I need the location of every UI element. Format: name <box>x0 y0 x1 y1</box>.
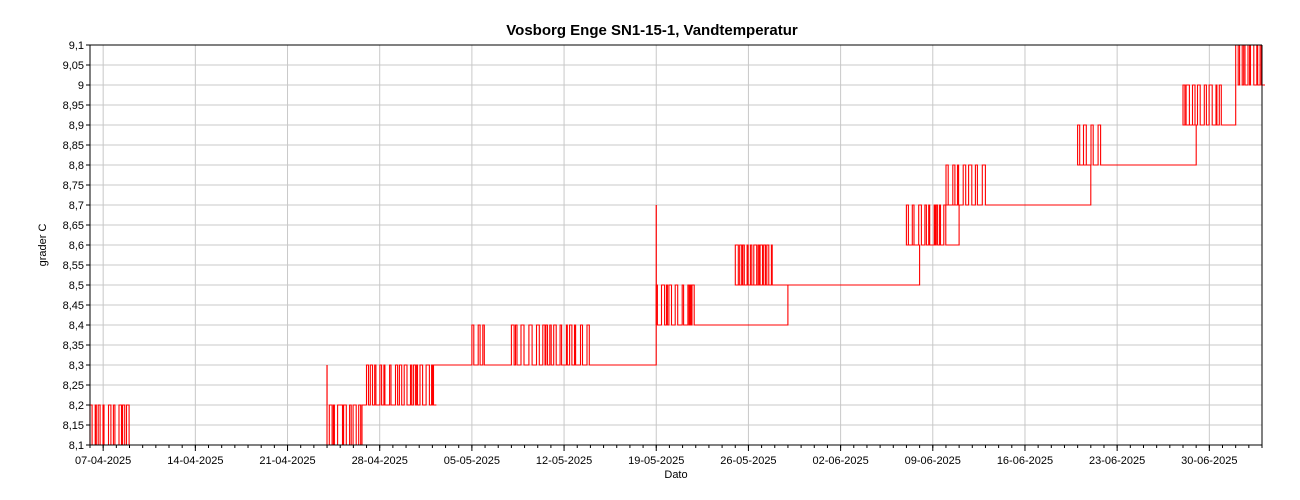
series-line <box>89 44 1265 446</box>
chart-title: Vosborg Enge SN1-15-1, Vandtemperatur <box>506 22 798 39</box>
x-tick-label: 19-05-2025 <box>628 455 684 467</box>
y-tick-label: 8,95 <box>63 100 84 112</box>
y-tick-label: 8,6 <box>69 240 84 252</box>
axes: 8,1 8,15 8,2 8,25 8,3 8,35 8,4 8,45 8,5 8,55 8,6 8,… <box>63 40 1263 467</box>
x-tick-label: 21-04-2025 <box>259 455 315 467</box>
y-tick-label: 8,75 <box>63 180 84 192</box>
x-tick-label: 07-04-2025 <box>75 455 131 467</box>
x-tick-label: 16-06-2025 <box>997 455 1053 467</box>
y-tick-label: 8,55 <box>63 260 84 272</box>
y-tick-label: 8,25 <box>63 380 84 392</box>
x-axis-label: Dato <box>664 469 687 481</box>
y-tick-label: 8,3 <box>69 360 84 372</box>
y-tick-label: 9,05 <box>63 60 84 72</box>
grid-lines <box>90 44 1262 446</box>
y-tick-label: 9 <box>78 80 84 92</box>
y-tick-label: 8,65 <box>63 220 84 232</box>
y-tick-label: 8,5 <box>69 280 84 292</box>
y-tick-label: 8,9 <box>69 120 84 132</box>
y-tick-label: 8,4 <box>69 320 84 332</box>
x-tick-label: 23-06-2025 <box>1089 455 1145 467</box>
y-tick-label: 9,1 <box>69 40 84 52</box>
y-axis-label: grader C <box>37 224 49 267</box>
x-tick-label: 28-04-2025 <box>352 455 408 467</box>
x-tick-label: 14-04-2025 <box>167 455 223 467</box>
x-tick-label: 09-06-2025 <box>905 455 961 467</box>
x-tick-label: 26-05-2025 <box>720 455 776 467</box>
y-tick-label: 8,85 <box>63 140 84 152</box>
x-tick-label: 30-06-2025 <box>1181 455 1237 467</box>
y-tick-label: 8,15 <box>63 420 84 432</box>
y-tick-label: 8,35 <box>63 340 84 352</box>
x-tick-label: 12-05-2025 <box>536 455 592 467</box>
x-tick-label: 05-05-2025 <box>444 455 500 467</box>
y-tick-label: 8,1 <box>69 440 84 452</box>
y-tick-label: 8,7 <box>69 200 84 212</box>
y-tick-label: 8,8 <box>69 160 84 172</box>
temperature-series-line <box>89 44 1265 446</box>
y-tick-label: 8,2 <box>69 400 84 412</box>
x-tick-label: 02-06-2025 <box>812 455 868 467</box>
y-tick-label: 8,45 <box>63 300 84 312</box>
